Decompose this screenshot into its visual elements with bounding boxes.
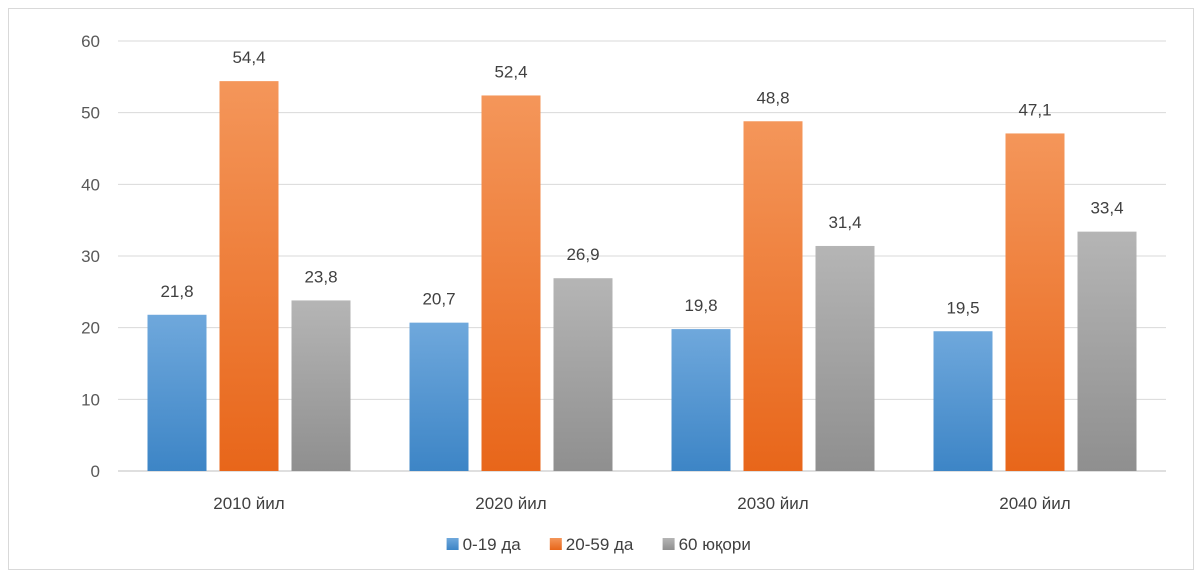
data-label: 33,4 (1090, 199, 1123, 218)
legend-label: 20-59 да (566, 535, 634, 554)
y-tick-label: 60 (81, 32, 100, 51)
bar (933, 331, 993, 471)
legend-swatch (662, 538, 675, 550)
y-tick-label: 0 (91, 462, 100, 481)
legend-swatch (549, 538, 562, 550)
data-label: 54,4 (232, 48, 265, 67)
bar (553, 278, 613, 471)
x-tick-label: 2040 йил (999, 494, 1070, 513)
legend-label: 60 юқори (679, 535, 751, 554)
data-label: 48,8 (756, 88, 789, 107)
y-tick-label: 20 (81, 319, 100, 338)
y-tick-label: 50 (81, 104, 100, 123)
data-label: 52,4 (494, 62, 527, 81)
x-tick-label: 2030 йил (737, 494, 808, 513)
bar (219, 81, 279, 471)
data-label: 31,4 (828, 213, 861, 232)
data-label: 47,1 (1018, 100, 1051, 119)
legend: 0-19 да 20-59 да 60 юқори (446, 535, 751, 554)
bar (481, 95, 541, 471)
bar (147, 314, 207, 471)
bar (1077, 231, 1137, 471)
data-label: 26,9 (566, 245, 599, 264)
x-tick-label: 2020 йил (475, 494, 546, 513)
x-tick-label: 2010 йил (213, 494, 284, 513)
y-tick-label: 30 (81, 247, 100, 266)
legend-swatch (446, 538, 459, 550)
data-label: 19,5 (946, 298, 979, 317)
bar (1005, 133, 1065, 471)
data-label: 21,8 (160, 282, 193, 301)
bar (815, 245, 875, 471)
y-tick-label: 10 (81, 390, 100, 409)
legend-label: 0-19 да (463, 535, 522, 554)
bar (743, 121, 803, 472)
data-label: 20,7 (422, 290, 455, 309)
bar (409, 322, 469, 471)
bar (671, 329, 731, 471)
data-label: 23,8 (304, 267, 337, 286)
bar (291, 300, 351, 471)
y-tick-label: 40 (81, 175, 100, 194)
data-label: 19,8 (684, 296, 717, 315)
